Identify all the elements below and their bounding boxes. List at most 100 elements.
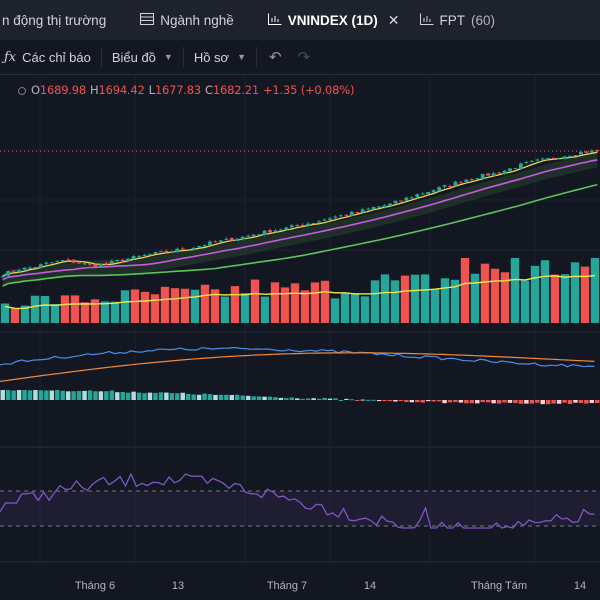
- candle-body: [39, 264, 43, 268]
- volume-bar: [320, 280, 330, 323]
- candle-body: [540, 158, 545, 160]
- candle-body: [284, 227, 289, 230]
- candle-body: [191, 247, 196, 250]
- time-axis-label: Tháng Tám: [471, 580, 527, 592]
- volume-ma-line: [4, 274, 596, 310]
- macd-hist-bar: [578, 400, 584, 403]
- candle-body: [104, 263, 109, 265]
- volume-bar: [260, 296, 270, 323]
- macd-hist-bar: [147, 392, 153, 400]
- macd-hist-bar: [496, 400, 502, 404]
- toolbar-divider: [256, 47, 258, 67]
- macd-hist-bar: [284, 398, 289, 400]
- candle-body: [311, 222, 316, 224]
- macd-hist-bar: [518, 400, 524, 404]
- candle-body: [60, 260, 65, 262]
- visibility-icon[interactable]: [18, 87, 26, 95]
- macd-hist-bar: [382, 400, 387, 401]
- volume-bar: [50, 304, 60, 323]
- low-label: L: [148, 83, 155, 97]
- candle-body: [524, 162, 529, 164]
- macd-hist-bar: [65, 391, 71, 400]
- macd-hist-bar: [311, 398, 316, 400]
- macd-hist-bar: [218, 394, 224, 400]
- macd-hist-bar: [409, 400, 415, 403]
- candle-body: [557, 158, 561, 160]
- macd-hist-bar: [360, 399, 365, 401]
- macd-hist-bar: [453, 400, 458, 403]
- macd-hist-bar: [316, 398, 322, 400]
- indicators-button[interactable]: ƒx Các chỉ báo: [0, 40, 101, 74]
- macd-hist-bar: [98, 391, 104, 400]
- profile-dropdown[interactable]: Hồ sơ ▼: [184, 40, 256, 74]
- candle-body: [99, 264, 103, 268]
- volume-bar: [10, 308, 20, 323]
- chart-grid: [0, 76, 600, 562]
- candle-body: [186, 249, 191, 251]
- volume-bar: [420, 274, 430, 323]
- macd-hist-bar: [240, 395, 245, 400]
- macd-hist-bar: [120, 391, 125, 400]
- candle-body: [409, 197, 414, 199]
- volume-bar: [530, 265, 540, 323]
- candle-body: [115, 259, 120, 261]
- macd-hist-bar: [71, 391, 76, 400]
- redo-button[interactable]: ↷: [294, 40, 315, 74]
- candle-body: [469, 179, 474, 181]
- candle-body: [251, 234, 256, 237]
- candle-body: [300, 224, 305, 226]
- chart-icon: [419, 13, 434, 28]
- tab-industry[interactable]: Ngành nghề: [130, 0, 244, 40]
- macd-hist-bar: [420, 400, 425, 403]
- time-axis-label: Tháng 7: [267, 580, 307, 592]
- candle-body: [6, 271, 11, 276]
- candle-body: [382, 205, 387, 208]
- macd-hist-bar: [415, 400, 420, 403]
- candle-body: [197, 246, 201, 248]
- candle-body: [66, 259, 71, 261]
- volume-bar: [250, 279, 260, 323]
- candle-body: [584, 151, 589, 153]
- close-label: C: [205, 83, 213, 97]
- candle-body: [164, 250, 169, 253]
- candle-body: [355, 212, 360, 214]
- macd-hist-bar: [589, 400, 595, 404]
- candle-body: [366, 208, 371, 210]
- macd-hist-bar: [76, 390, 82, 400]
- volume-bar: [300, 290, 310, 323]
- tab-fpt[interactable]: FPT (60): [410, 0, 506, 40]
- time-axis[interactable]: Tháng 6 13 Tháng 7 14 Tháng Tám 14: [75, 580, 586, 592]
- macd-line: [0, 346, 595, 368]
- candle-body: [306, 223, 311, 226]
- candle-body: [333, 216, 338, 218]
- candle-body: [295, 225, 300, 227]
- tab-vnindex[interactable]: VNINDEX (1D) ✕: [258, 0, 410, 40]
- volume-bar: [450, 279, 460, 323]
- volume-bar: [240, 293, 250, 323]
- volume-bar: [170, 288, 180, 323]
- candle-body: [202, 245, 207, 247]
- tab-market-movement[interactable]: n động thị trường: [0, 0, 116, 40]
- macd-hist-bar: [349, 399, 355, 401]
- tab-label: FPT: [439, 12, 466, 28]
- macd-hist-bar: [442, 400, 447, 404]
- macd-hist-bar: [136, 392, 142, 400]
- candle-body: [180, 248, 185, 250]
- close-icon[interactable]: ✕: [387, 11, 400, 28]
- candle-body: [246, 235, 251, 237]
- macd-hist-bar: [164, 392, 169, 400]
- time-axis-label: 14: [364, 580, 376, 592]
- undo-button[interactable]: ↶: [257, 40, 294, 74]
- chart-type-dropdown[interactable]: Biểu đồ ▼: [102, 40, 183, 74]
- time-axis-label: 13: [172, 580, 184, 592]
- chart-type-label: Biểu đồ: [111, 49, 156, 65]
- macd-hist-bar: [556, 400, 562, 404]
- candle-body: [491, 173, 496, 176]
- macd-hist-bar: [458, 400, 464, 403]
- candle-body: [219, 240, 223, 243]
- signal-line: [0, 352, 595, 382]
- time-axis-label: Tháng 6: [75, 580, 115, 592]
- candle-body: [502, 170, 507, 174]
- indicators-label: Các chỉ báo: [22, 49, 91, 65]
